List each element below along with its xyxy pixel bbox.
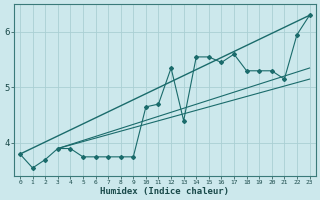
X-axis label: Humidex (Indice chaleur): Humidex (Indice chaleur): [100, 187, 229, 196]
